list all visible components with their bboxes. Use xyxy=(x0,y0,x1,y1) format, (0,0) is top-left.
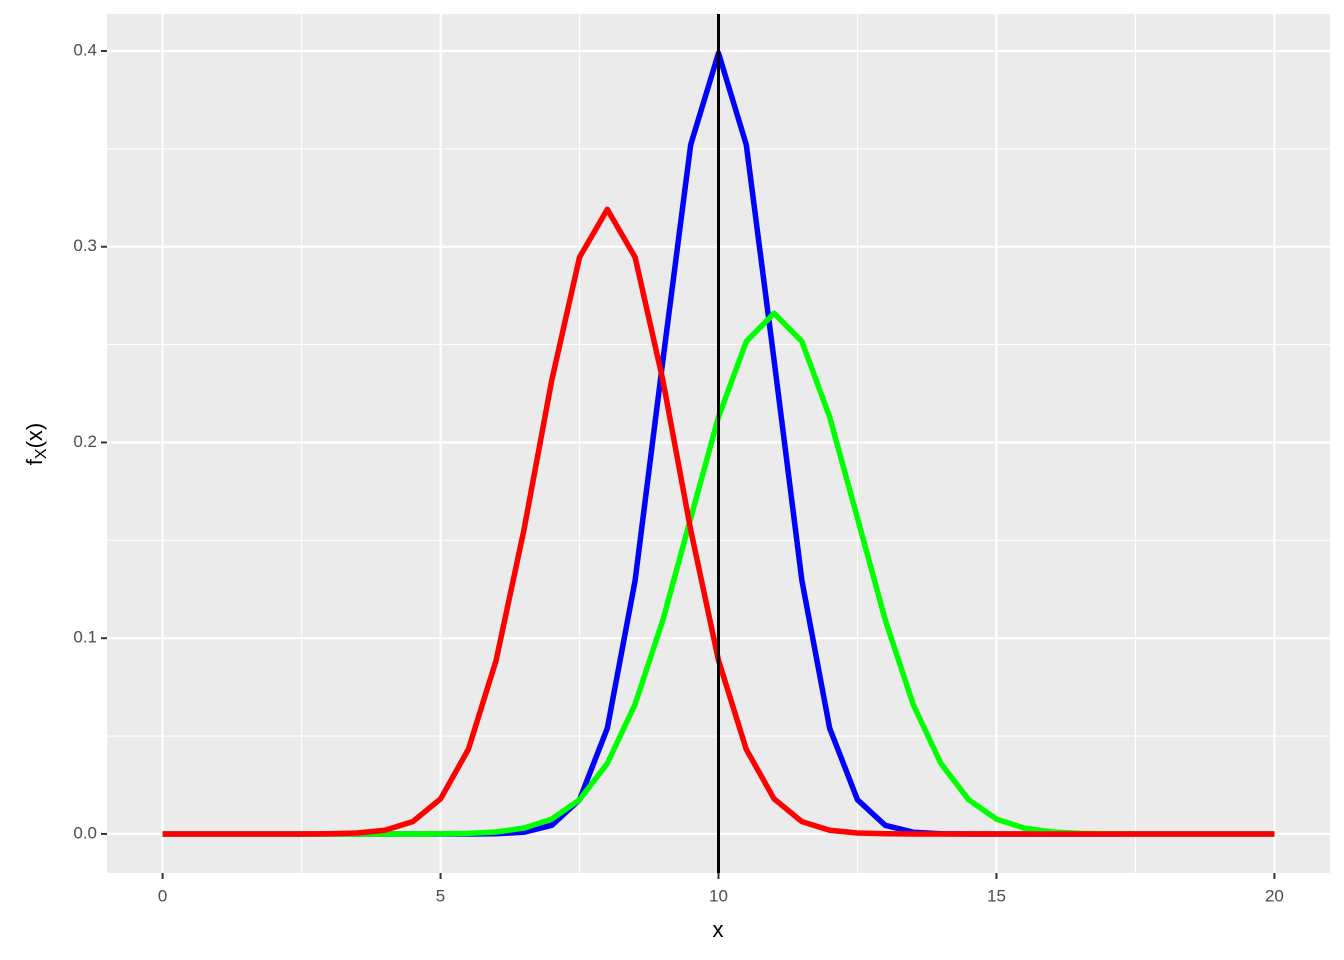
y-tick-label: 0.3 xyxy=(73,236,97,255)
lines xyxy=(162,14,1275,873)
y-axis-title: fX(x) xyxy=(22,423,50,465)
y-title-subscript: X xyxy=(33,448,50,459)
y-tick-label: 0.2 xyxy=(73,432,97,451)
x-tick-label: 5 xyxy=(436,886,445,905)
y-title-base: f xyxy=(22,458,47,465)
y-title-rest: (x) xyxy=(22,423,47,449)
x-tick-label: 10 xyxy=(709,886,728,905)
x-tick-label: 0 xyxy=(158,886,167,905)
y-tick-label: 0.4 xyxy=(73,40,97,59)
y-tick-label: 0.0 xyxy=(73,823,97,842)
x-axis-title: x xyxy=(713,917,724,942)
axes: 0 5 10 15 20 0.0 0.1 0.2 0.3 0.4 xyxy=(73,40,1284,905)
x-tick-label: 15 xyxy=(987,886,1006,905)
y-tick-label: 0.1 xyxy=(73,628,97,647)
x-tick-label: 20 xyxy=(1265,886,1284,905)
